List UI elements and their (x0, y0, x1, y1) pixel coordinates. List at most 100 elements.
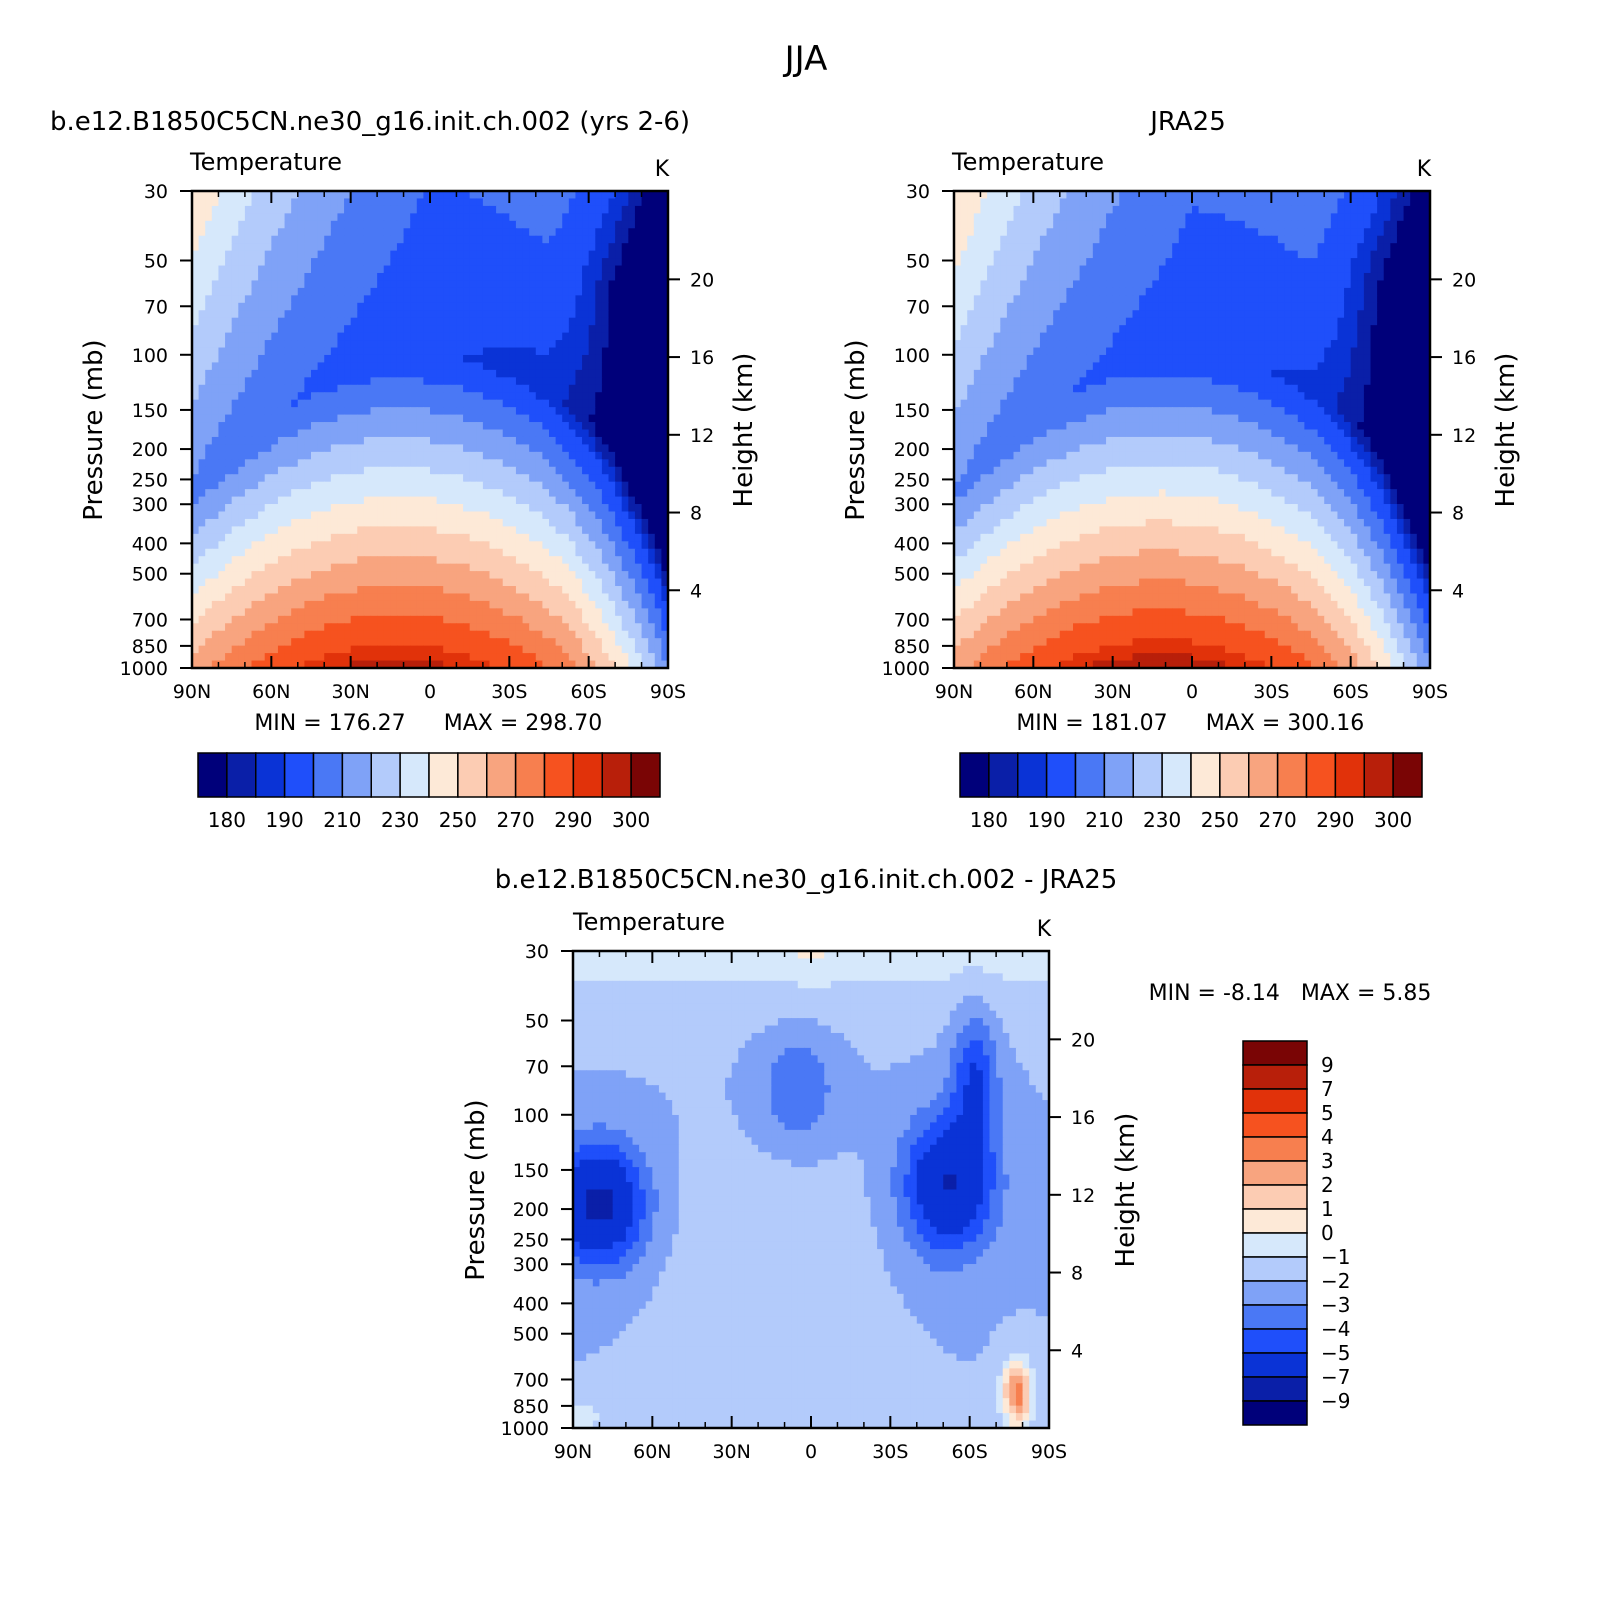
contour-cell (264, 504, 272, 513)
contour-cell (515, 571, 524, 580)
contour-cell (463, 586, 471, 595)
contour-cell (390, 563, 398, 572)
contour-cell (482, 287, 491, 296)
contour-cell (1198, 191, 1206, 200)
contour-cell (456, 474, 464, 483)
contour-cell (205, 481, 213, 490)
contour-cell (396, 615, 405, 624)
contour-cell (297, 444, 305, 453)
contour-cell (436, 630, 444, 639)
contour-cell (370, 243, 378, 252)
contour-cell (416, 623, 424, 632)
contour-cell (192, 444, 200, 453)
contour-cell (634, 191, 643, 200)
contour-cell (264, 392, 272, 401)
contour-cell (443, 451, 451, 460)
contour-cell (350, 556, 358, 565)
contour-cell (297, 250, 305, 259)
contour-cell (350, 436, 358, 445)
contour-cell (225, 638, 233, 647)
contour-cell (337, 354, 345, 364)
contour-cell (251, 325, 259, 334)
contour-cell (634, 556, 643, 565)
contour-cell (661, 250, 669, 259)
contour-cell (370, 295, 378, 304)
contour-cell (192, 600, 200, 609)
contour-cell (244, 407, 253, 416)
contour-cell (258, 541, 266, 550)
contour-cell (396, 578, 405, 587)
contour-cell (271, 265, 279, 274)
contour-cell (608, 444, 616, 453)
contour-cell (469, 392, 477, 401)
contour-cell (502, 302, 510, 311)
contour-cell (641, 384, 649, 393)
contour-cell (502, 429, 510, 438)
contour-cell (449, 377, 458, 386)
contour-cell (251, 392, 259, 401)
contour-cell (344, 548, 352, 557)
contour-cell (430, 474, 438, 483)
contour-cell (205, 325, 213, 334)
contour-cell (264, 295, 272, 304)
contour-cell (330, 459, 339, 468)
contour-cell (555, 302, 563, 311)
contour-cell (628, 414, 636, 423)
contour-cell (555, 295, 563, 304)
contour-cell (555, 593, 563, 602)
contour-cell (363, 578, 372, 587)
contour-cell (515, 198, 524, 207)
contour-cell (330, 660, 339, 669)
contour-cell (621, 191, 629, 200)
contour-cell (324, 250, 332, 259)
contour-cell (449, 384, 458, 393)
contour-cell (410, 272, 418, 282)
contour-cell (522, 287, 530, 296)
contour-cell (344, 191, 352, 200)
contour-cell (271, 295, 279, 304)
x-tick-label: 30S (491, 681, 527, 703)
contour-cell (357, 325, 365, 334)
contour-cell (363, 392, 372, 401)
contour-cell (238, 526, 246, 535)
contour-cell (304, 205, 312, 214)
contour-cell (463, 265, 471, 274)
contour-cell (211, 459, 220, 468)
contour-cell (396, 384, 405, 393)
contour-cell (443, 250, 451, 259)
contour-cell (357, 496, 365, 505)
contour-cell (231, 645, 239, 654)
contour-cell (542, 414, 550, 423)
contour-cell (443, 258, 451, 267)
contour-cell (443, 593, 451, 602)
contour-cell (284, 213, 292, 222)
contour-cell (555, 340, 563, 349)
contour-cell (383, 377, 391, 386)
contour-cell (330, 578, 339, 587)
contour-cell (582, 571, 590, 580)
contour-cell (225, 504, 233, 513)
contour-cell (1231, 205, 1239, 214)
contour-cell (324, 451, 332, 460)
contour-cell (330, 272, 339, 282)
contour-cell (277, 593, 286, 602)
contour-cell (648, 340, 656, 349)
contour-cell (423, 302, 431, 311)
contour-cell (456, 608, 464, 617)
contour-cell (654, 444, 662, 453)
contour-cell (304, 414, 312, 423)
contour-cell (509, 198, 517, 207)
contour-cell (648, 623, 656, 632)
contour-cell (403, 340, 411, 349)
contour-cell (218, 481, 226, 490)
contour-cell (258, 422, 266, 431)
contour-cell (562, 444, 570, 453)
contour-cell (1198, 205, 1206, 214)
contour-cell (502, 198, 510, 207)
contour-cell (476, 444, 484, 453)
contour-cell (615, 563, 623, 572)
contour-cell (423, 265, 431, 274)
contour-cell (383, 272, 391, 282)
contour-cell (251, 429, 259, 438)
contour-cell (231, 198, 239, 207)
